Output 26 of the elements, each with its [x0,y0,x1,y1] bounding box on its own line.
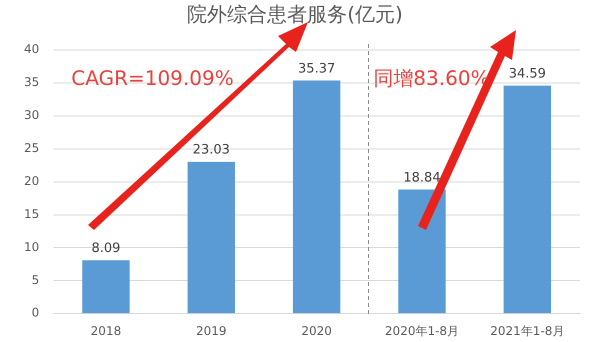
y-tick-label: 0 [32,306,40,320]
x-tick-label: 2021年1-8月 [490,324,564,338]
y-tick-label: 35 [24,75,40,90]
bar [188,162,235,314]
chart-title: 院外综合患者服务(亿元) [187,2,403,26]
x-tick-label: 2020年1-8月 [384,324,460,338]
x-tick-label: 2018 [90,324,122,338]
y-tick-label: 40 [24,42,40,56]
y-tick-label: 25 [24,140,40,155]
bar [398,189,446,314]
y-tick-label: 30 [24,108,40,122]
x-tick-label: 2019 [196,324,227,338]
bar [82,260,130,314]
data-label: 18.84 [403,170,441,186]
annotation: CAGR=109.09% [71,66,234,90]
y-tick-label: 10 [24,240,40,254]
bar [292,80,340,314]
data-label: 23.03 [192,142,230,158]
y-tick-label: 5 [32,272,40,287]
x-tick-label: 2020 [301,324,332,338]
data-label: 35.37 [298,61,336,76]
data-label: 8.09 [91,241,120,256]
y-tick-label: 15 [24,206,40,221]
annotation: 同增83.60% [373,66,490,90]
y-tick-label: 20 [24,174,40,188]
data-label: 34.59 [508,66,546,82]
